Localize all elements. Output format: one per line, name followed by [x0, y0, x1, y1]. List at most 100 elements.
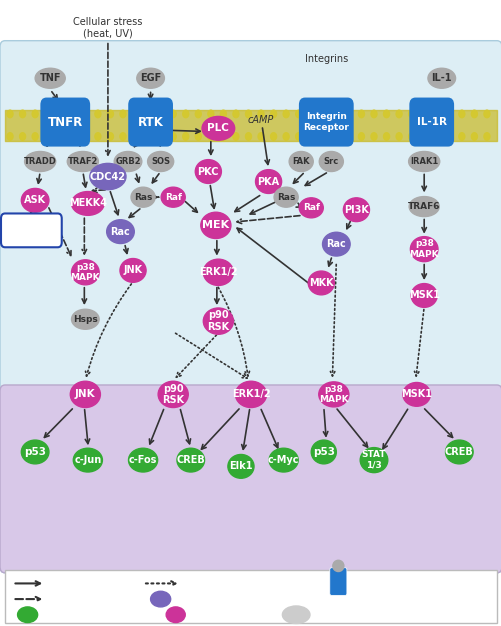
- Ellipse shape: [255, 170, 281, 193]
- Ellipse shape: [220, 110, 226, 118]
- Text: ASK: ASK: [24, 195, 46, 205]
- Ellipse shape: [445, 440, 472, 464]
- Ellipse shape: [70, 133, 76, 140]
- Text: Ras: Ras: [277, 193, 295, 202]
- Ellipse shape: [311, 440, 336, 464]
- Text: Rac: Rac: [110, 227, 130, 237]
- Ellipse shape: [200, 212, 230, 239]
- Ellipse shape: [258, 110, 264, 118]
- Text: TNFR: TNFR: [48, 116, 83, 128]
- FancyBboxPatch shape: [410, 99, 452, 145]
- Ellipse shape: [483, 133, 489, 140]
- Text: PI3K: PI3K: [343, 205, 368, 215]
- Text: TNF: TNF: [40, 73, 61, 83]
- Text: PLC: PLC: [207, 123, 229, 133]
- Ellipse shape: [32, 110, 38, 118]
- Text: IRAK1: IRAK1: [409, 157, 437, 166]
- Ellipse shape: [343, 198, 369, 222]
- Text: p90
RSK: p90 RSK: [207, 310, 229, 332]
- Ellipse shape: [161, 187, 185, 207]
- Ellipse shape: [470, 110, 476, 118]
- FancyBboxPatch shape: [0, 385, 501, 573]
- Ellipse shape: [7, 133, 13, 140]
- Text: cAMP: cAMP: [247, 115, 274, 125]
- Ellipse shape: [114, 151, 141, 172]
- Ellipse shape: [72, 309, 99, 329]
- Ellipse shape: [182, 110, 188, 118]
- Ellipse shape: [433, 110, 439, 118]
- Ellipse shape: [195, 133, 201, 140]
- Ellipse shape: [45, 133, 51, 140]
- Ellipse shape: [120, 133, 126, 140]
- Text: Translocates: Translocates: [183, 579, 239, 588]
- Text: p38
MAPK: p38 MAPK: [70, 263, 100, 282]
- Ellipse shape: [90, 163, 126, 190]
- Ellipse shape: [147, 151, 173, 172]
- Ellipse shape: [345, 110, 351, 118]
- Ellipse shape: [409, 237, 437, 262]
- Text: Src: Src: [323, 157, 338, 166]
- FancyBboxPatch shape: [1, 213, 62, 247]
- Ellipse shape: [420, 133, 426, 140]
- Text: PKA: PKA: [257, 177, 279, 187]
- Ellipse shape: [232, 133, 238, 140]
- Ellipse shape: [383, 110, 389, 118]
- Ellipse shape: [245, 133, 251, 140]
- Ellipse shape: [203, 308, 233, 334]
- Text: Stimulates: Stimulates: [48, 579, 96, 588]
- Ellipse shape: [220, 133, 226, 140]
- Ellipse shape: [20, 133, 26, 140]
- Ellipse shape: [458, 110, 464, 118]
- Text: Integrin
Receptor: Integrin Receptor: [303, 113, 349, 131]
- Ellipse shape: [433, 133, 439, 140]
- Ellipse shape: [106, 220, 134, 244]
- Text: SOS: SOS: [151, 157, 170, 166]
- Ellipse shape: [20, 110, 26, 118]
- Ellipse shape: [295, 110, 301, 118]
- Text: MSK1: MSK1: [408, 290, 439, 300]
- Ellipse shape: [57, 110, 63, 118]
- Text: FAK: FAK: [292, 157, 309, 166]
- Text: CREB: CREB: [444, 447, 473, 457]
- FancyBboxPatch shape: [0, 41, 501, 573]
- Text: Raf: Raf: [164, 193, 181, 202]
- Ellipse shape: [120, 110, 126, 118]
- Text: TRAF6: TRAF6: [407, 202, 439, 211]
- Ellipse shape: [308, 133, 314, 140]
- Ellipse shape: [182, 133, 188, 140]
- Text: JNK: JNK: [123, 265, 142, 275]
- Text: Other Protein: Other Protein: [312, 610, 373, 619]
- Ellipse shape: [166, 607, 185, 622]
- Ellipse shape: [483, 110, 489, 118]
- Ellipse shape: [195, 160, 221, 183]
- Ellipse shape: [308, 110, 314, 118]
- Text: p53: p53: [24, 447, 46, 457]
- FancyBboxPatch shape: [129, 99, 171, 145]
- Text: EGF: EGF: [140, 73, 161, 83]
- Ellipse shape: [150, 591, 170, 607]
- Ellipse shape: [332, 560, 343, 572]
- Ellipse shape: [245, 110, 251, 118]
- Ellipse shape: [227, 454, 254, 478]
- Ellipse shape: [370, 110, 376, 118]
- Ellipse shape: [132, 133, 138, 140]
- Ellipse shape: [7, 110, 13, 118]
- Ellipse shape: [21, 188, 49, 212]
- Ellipse shape: [458, 133, 464, 140]
- Ellipse shape: [283, 133, 289, 140]
- Ellipse shape: [299, 198, 323, 218]
- Text: p38
MAPK: p38 MAPK: [408, 240, 438, 259]
- Ellipse shape: [145, 110, 151, 118]
- Text: RTK: RTK: [137, 116, 163, 128]
- Ellipse shape: [408, 133, 414, 140]
- Ellipse shape: [270, 133, 276, 140]
- Ellipse shape: [21, 440, 49, 464]
- Text: p53: p53: [312, 447, 334, 457]
- Ellipse shape: [70, 381, 100, 408]
- Ellipse shape: [107, 133, 113, 140]
- Text: Apoptosis: Apoptosis: [7, 225, 55, 235]
- Text: CDC42: CDC42: [90, 172, 126, 182]
- Ellipse shape: [195, 110, 201, 118]
- Text: Multistep Activation: Multistep Activation: [48, 595, 138, 603]
- Ellipse shape: [427, 68, 455, 88]
